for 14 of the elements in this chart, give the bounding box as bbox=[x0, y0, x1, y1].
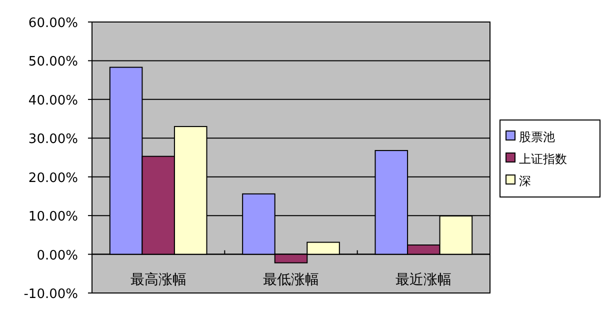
y-tick-label: 20.00% bbox=[28, 170, 78, 186]
y-tick-label: 10.00% bbox=[28, 210, 78, 225]
y-tick-label: -10.00% bbox=[24, 287, 78, 302]
y-tick-label: 60.00% bbox=[28, 16, 78, 31]
legend-label: 上证指数 bbox=[519, 152, 567, 166]
y-tick-label: 50.00% bbox=[28, 54, 78, 70]
legend-label: 股票池 bbox=[519, 130, 555, 144]
legend-label: 深 bbox=[519, 174, 531, 188]
y-tick-label: 30.00% bbox=[28, 132, 78, 148]
y-tick-label: 0.00% bbox=[36, 248, 78, 264]
y-tick-label: 40.00% bbox=[28, 93, 78, 108]
x-tick-label: 最高涨幅 bbox=[130, 272, 186, 288]
x-tick-label: 最低涨幅 bbox=[263, 272, 319, 288]
x-tick-label: 最近涨幅 bbox=[396, 272, 452, 288]
